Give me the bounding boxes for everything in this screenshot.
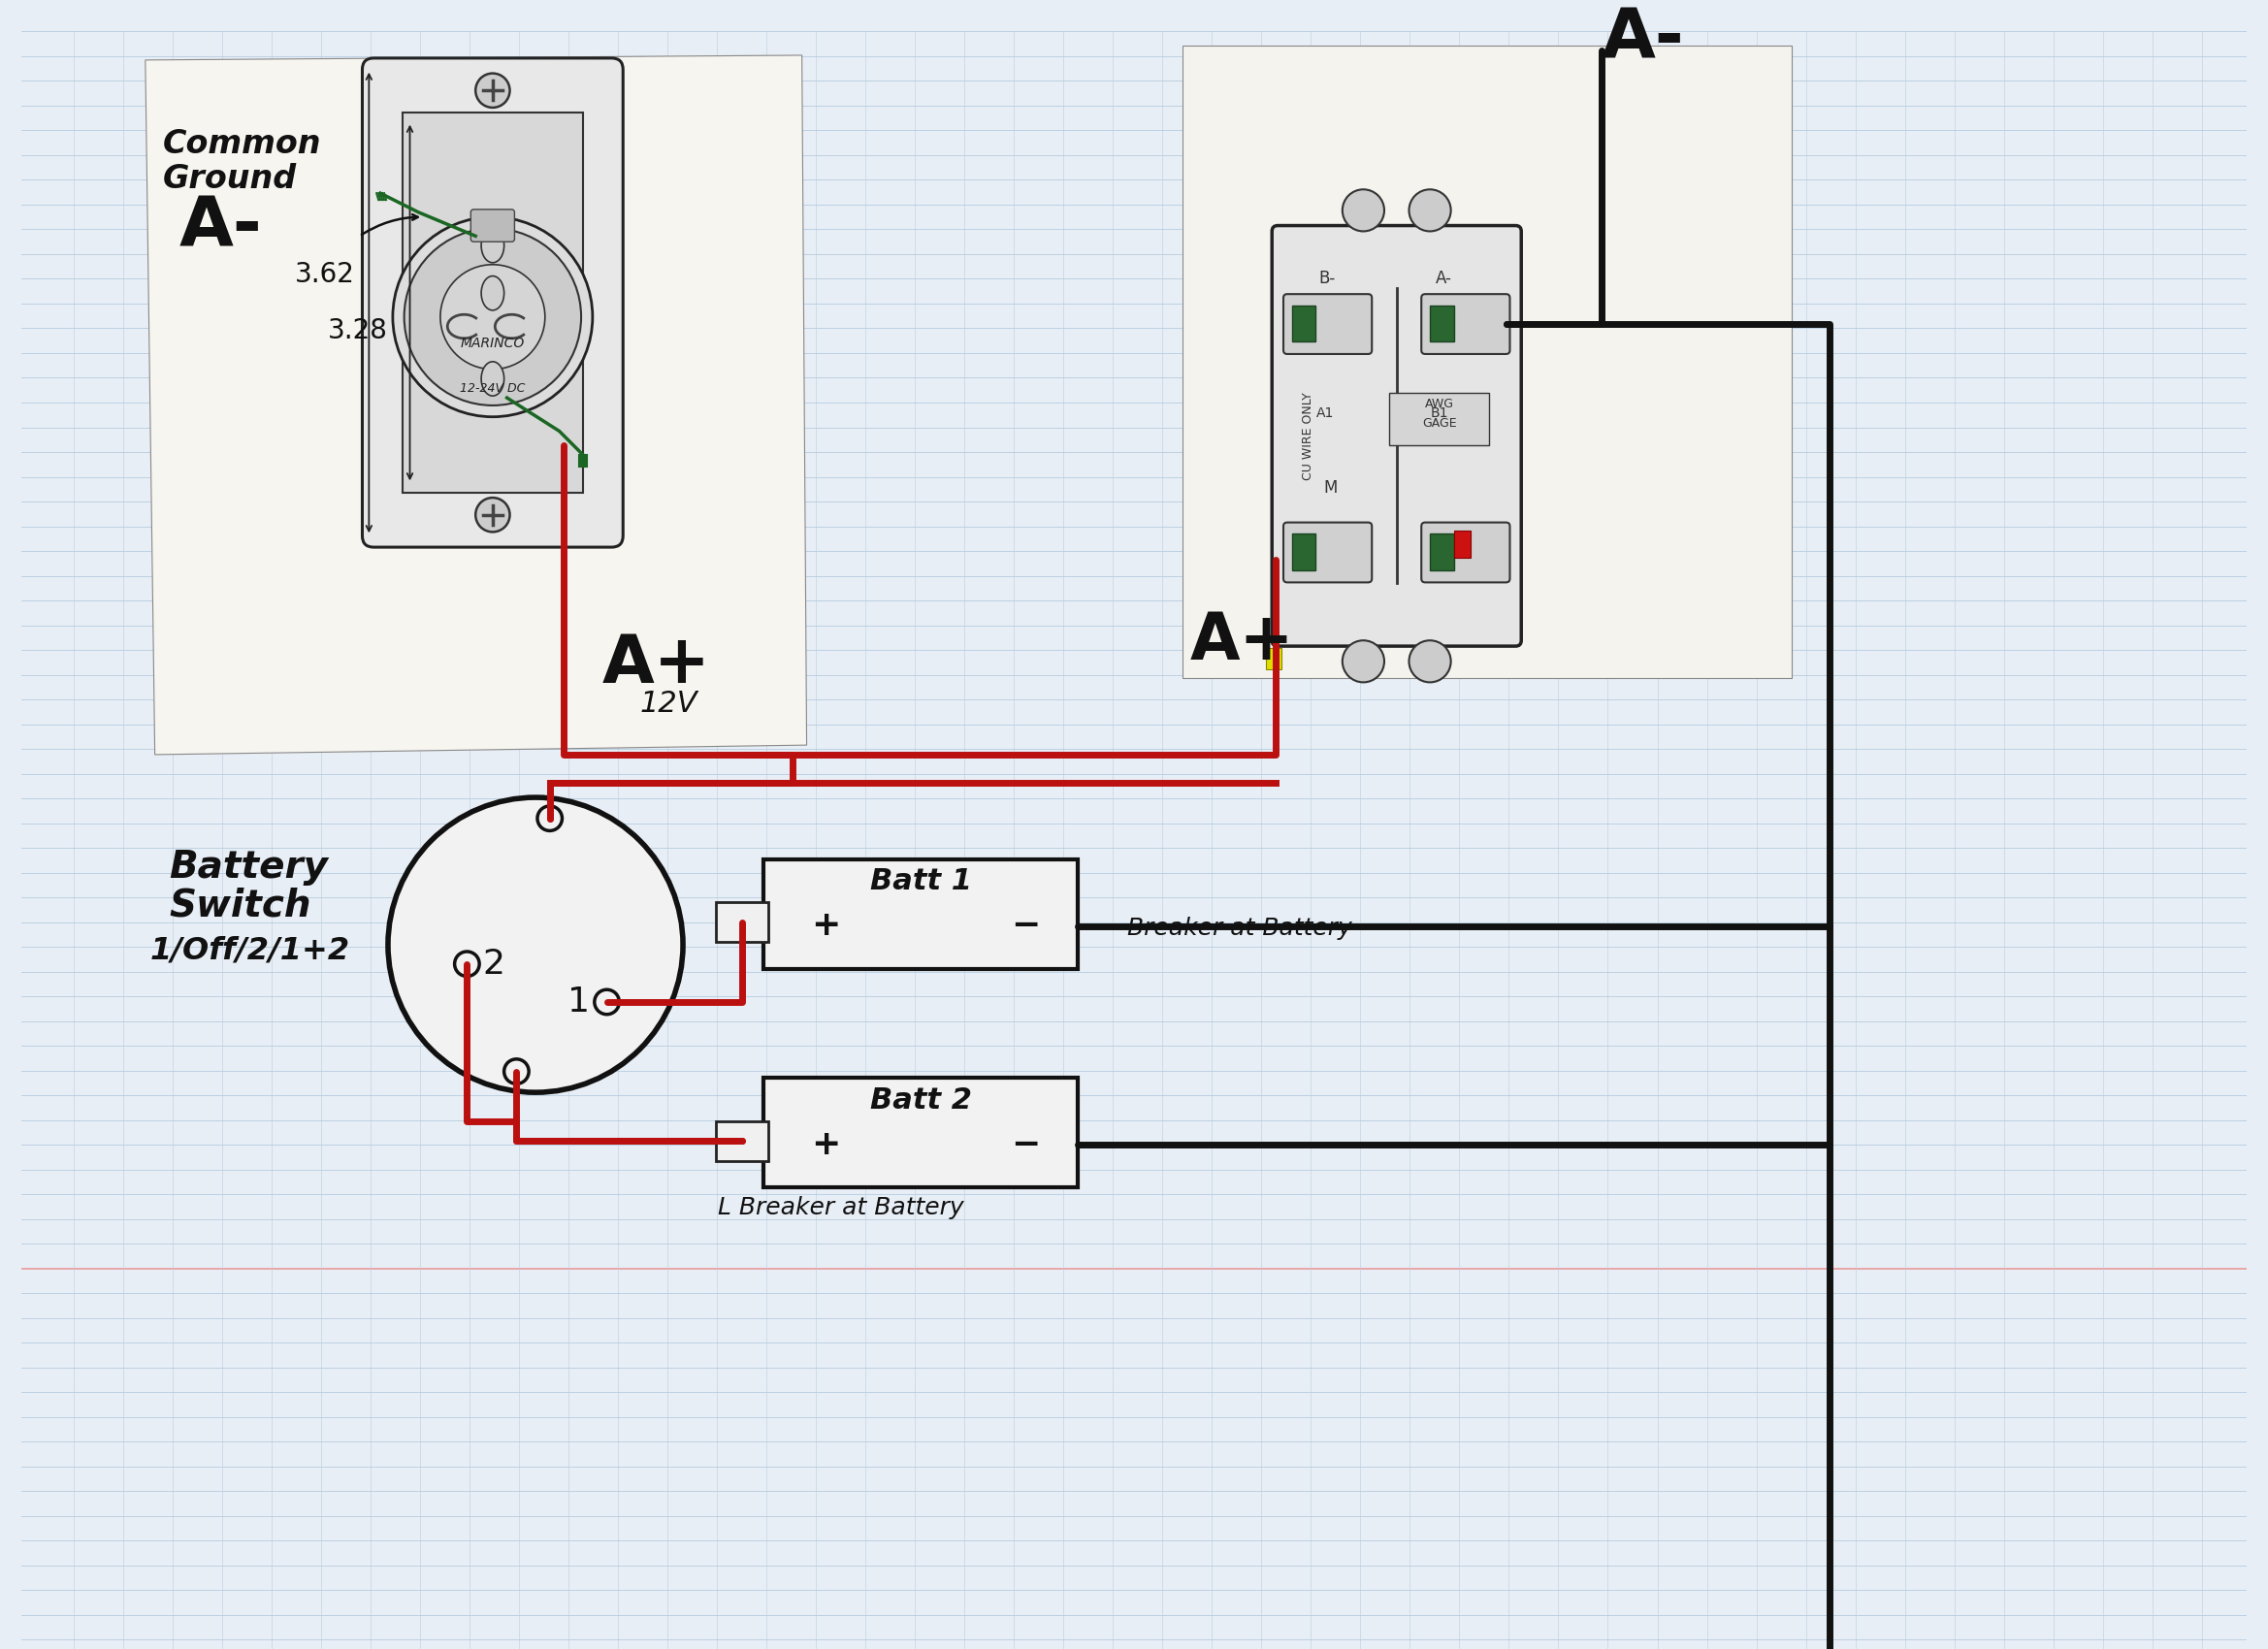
Text: Batt 2: Batt 2 bbox=[871, 1087, 971, 1115]
Text: −: − bbox=[1012, 1128, 1041, 1161]
Circle shape bbox=[538, 806, 562, 831]
Text: 1: 1 bbox=[567, 986, 590, 1019]
FancyBboxPatch shape bbox=[1284, 294, 1372, 355]
Text: A-: A- bbox=[1601, 5, 1685, 73]
Bar bbox=[1429, 305, 1454, 341]
Circle shape bbox=[503, 1059, 528, 1083]
Circle shape bbox=[454, 951, 479, 976]
Bar bbox=[717, 902, 769, 942]
Text: 1/Off/2/1+2: 1/Off/2/1+2 bbox=[150, 937, 349, 966]
Circle shape bbox=[594, 989, 619, 1014]
FancyBboxPatch shape bbox=[472, 209, 515, 242]
FancyBboxPatch shape bbox=[1272, 226, 1522, 646]
Text: 3.62: 3.62 bbox=[295, 261, 354, 287]
FancyBboxPatch shape bbox=[1284, 523, 1372, 582]
FancyBboxPatch shape bbox=[1422, 294, 1510, 355]
Circle shape bbox=[392, 218, 592, 417]
Text: CU WIRE ONLY: CU WIRE ONLY bbox=[1302, 392, 1315, 480]
Circle shape bbox=[476, 498, 510, 533]
Polygon shape bbox=[145, 56, 807, 755]
Circle shape bbox=[1343, 640, 1383, 683]
Bar bbox=[1388, 392, 1488, 445]
Text: 3.28: 3.28 bbox=[329, 318, 388, 345]
Text: +: + bbox=[812, 909, 841, 942]
Text: −: − bbox=[1012, 909, 1041, 942]
Bar bbox=[717, 1121, 769, 1161]
Text: Ground: Ground bbox=[163, 163, 297, 195]
Bar bbox=[1266, 648, 1281, 669]
Circle shape bbox=[440, 264, 544, 369]
Ellipse shape bbox=[481, 361, 503, 396]
Bar bbox=[1454, 531, 1472, 557]
Text: Switch: Switch bbox=[170, 887, 311, 923]
Text: A-: A- bbox=[179, 193, 261, 261]
Bar bbox=[764, 859, 1077, 968]
Text: 2: 2 bbox=[483, 948, 506, 981]
Text: L Breaker at Battery: L Breaker at Battery bbox=[719, 1196, 964, 1219]
Circle shape bbox=[1343, 190, 1383, 231]
Text: MARINCO: MARINCO bbox=[460, 336, 524, 350]
Bar bbox=[1429, 534, 1454, 571]
Text: B-: B- bbox=[1318, 270, 1336, 287]
Polygon shape bbox=[1182, 46, 1792, 678]
Text: 12-24V DC: 12-24V DC bbox=[460, 383, 526, 394]
Text: GAGE: GAGE bbox=[1422, 417, 1456, 429]
Text: Battery: Battery bbox=[170, 849, 329, 886]
Text: A1: A1 bbox=[1315, 406, 1334, 420]
Bar bbox=[1293, 534, 1315, 571]
Text: M: M bbox=[1322, 480, 1338, 496]
FancyBboxPatch shape bbox=[1422, 523, 1510, 582]
Text: — Breaker at Battery: — Breaker at Battery bbox=[1095, 917, 1352, 940]
Circle shape bbox=[404, 229, 581, 406]
Bar bbox=[764, 1078, 1077, 1187]
Circle shape bbox=[476, 73, 510, 107]
Text: A-: A- bbox=[1436, 270, 1452, 287]
Text: B1: B1 bbox=[1431, 406, 1449, 420]
Text: A+: A+ bbox=[601, 632, 710, 698]
Circle shape bbox=[388, 798, 683, 1092]
Bar bbox=[401, 112, 583, 493]
Ellipse shape bbox=[481, 275, 503, 310]
Text: A+: A+ bbox=[1191, 608, 1295, 673]
Text: Batt 1: Batt 1 bbox=[871, 867, 971, 895]
Text: +: + bbox=[812, 1128, 841, 1161]
FancyBboxPatch shape bbox=[363, 58, 624, 547]
Text: Common: Common bbox=[163, 129, 322, 160]
Bar bbox=[1293, 305, 1315, 341]
Text: 12V: 12V bbox=[640, 689, 699, 717]
Ellipse shape bbox=[481, 229, 503, 262]
Circle shape bbox=[1408, 190, 1452, 231]
Circle shape bbox=[1408, 640, 1452, 683]
Text: AWG: AWG bbox=[1424, 397, 1454, 411]
